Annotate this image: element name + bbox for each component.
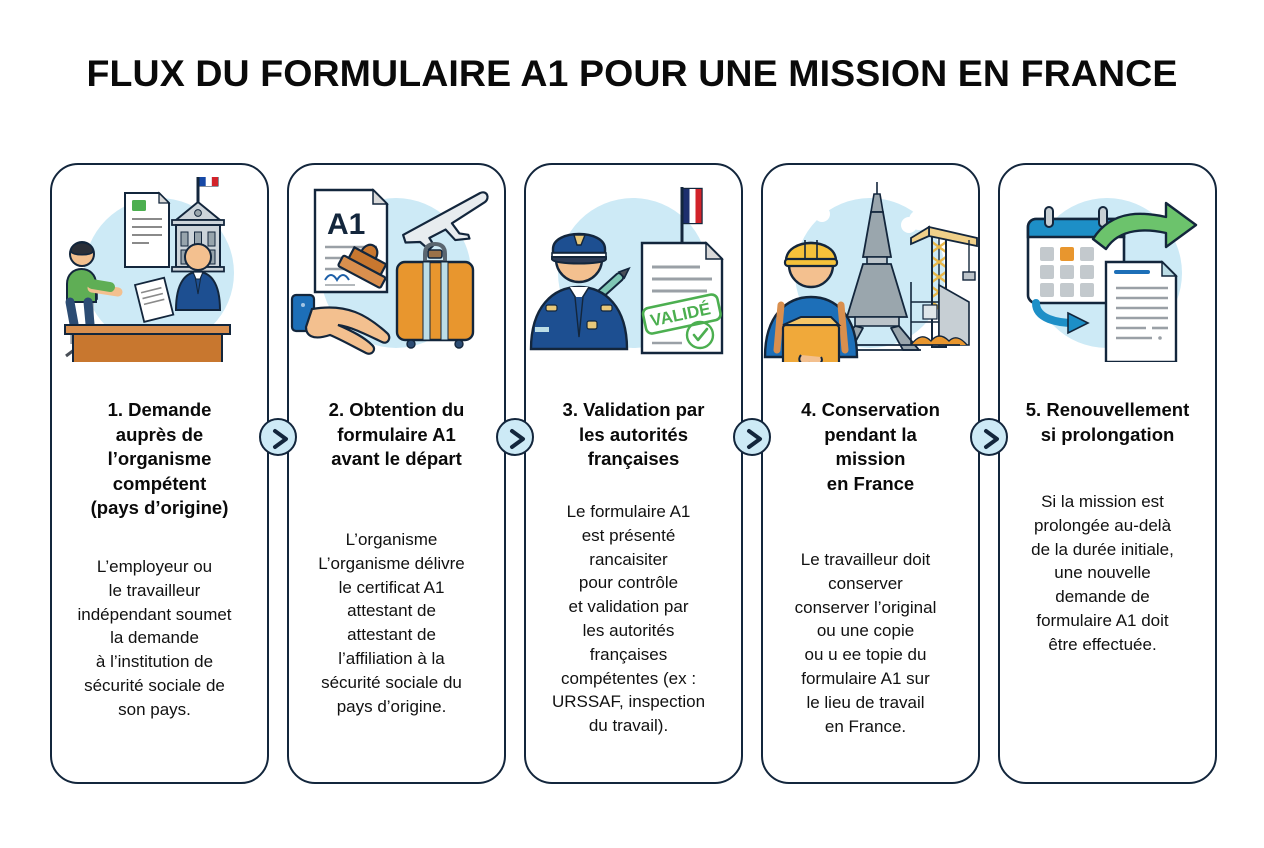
svg-text:A1: A1 xyxy=(327,208,365,241)
